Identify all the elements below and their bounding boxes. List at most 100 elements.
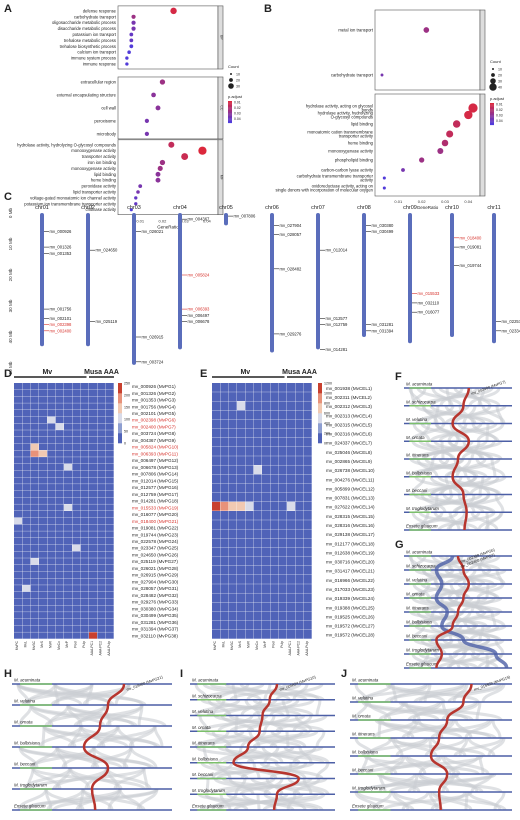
heatmap-cell xyxy=(303,401,312,411)
heatmap-cell xyxy=(72,551,81,558)
heatmap-cell xyxy=(303,575,312,584)
heatmap-cell xyxy=(14,564,23,572)
dot xyxy=(144,131,149,137)
heatmap-cell xyxy=(105,564,114,572)
header-right: Musa AAA xyxy=(282,369,317,376)
column-label: AAA-Pulp xyxy=(107,641,111,656)
heatmap-cell xyxy=(47,578,56,585)
species-label: M. troglodytarum xyxy=(406,648,439,653)
dot xyxy=(401,168,405,172)
heatmap-cell xyxy=(55,618,64,626)
legend-gradient-step xyxy=(318,411,322,414)
heatmap-cell xyxy=(278,584,287,593)
heatmap-cell xyxy=(212,520,221,529)
synteny-bg-link xyxy=(195,683,325,811)
heatmap-cell xyxy=(97,564,106,572)
heatmap-cell xyxy=(212,492,221,502)
legend-gradient-step xyxy=(318,385,322,388)
heatmap-cell xyxy=(39,443,48,451)
column-label: MvP xyxy=(65,640,69,648)
legend-count-value: 40 xyxy=(498,86,502,90)
row-label: mv_002316 (MvCEL6) xyxy=(326,432,372,437)
heatmap-cell xyxy=(228,474,237,484)
legend-gradient-step xyxy=(490,114,494,116)
heatmap-cell xyxy=(105,524,114,531)
heatmap-cell xyxy=(303,584,312,593)
heatmap-cell xyxy=(303,501,312,511)
legend-count-value: 10 xyxy=(498,68,502,72)
row-label: mv_002315 (MvCEL5) xyxy=(326,422,372,427)
legend-value: 200 xyxy=(124,393,130,397)
heatmap-cell xyxy=(270,501,279,511)
heatmap-cell xyxy=(22,504,31,511)
heatmap-cell xyxy=(30,423,39,430)
row-label: mv_016077 (MvPG20) xyxy=(132,512,179,517)
heatmap-cell xyxy=(22,409,31,417)
heatmap-cell xyxy=(278,611,287,621)
heatmap-cell xyxy=(228,447,237,456)
heatmap-cell xyxy=(22,497,31,504)
heatmap-cell xyxy=(237,483,246,493)
heatmap-cell xyxy=(14,578,23,585)
heatmap-cell xyxy=(72,564,81,572)
chromosome-bar xyxy=(40,213,44,347)
heatmap-cell xyxy=(89,571,98,579)
legend-gradient-step xyxy=(318,403,322,406)
heatmap-cell xyxy=(295,538,304,548)
species-label: M. schizocarpa xyxy=(406,399,436,404)
legend-count-value: 20 xyxy=(236,79,240,83)
heatmap-cell xyxy=(22,605,31,612)
legend-gradient-step xyxy=(318,393,322,396)
heatmap-cell xyxy=(295,629,304,639)
term-label: iron ion binding xyxy=(88,160,117,165)
legend-gradient-step xyxy=(118,437,122,440)
heatmap-cell xyxy=(89,470,98,478)
heatmap-cell xyxy=(270,565,279,575)
heatmap-cell xyxy=(22,484,31,491)
heatmap-cell xyxy=(105,409,114,417)
heatmap-cell xyxy=(47,396,56,403)
y-axis-mb-label: 10 Mb xyxy=(8,237,13,250)
heatmap-cell xyxy=(89,605,98,612)
row-label: mv_019744 (MvPG23) xyxy=(132,532,179,537)
heatmap-cell xyxy=(47,605,56,612)
panel-c-chromosome-map: 0 Mb 10 Mb 20 Mb 30 Mb 40 Mb 50 Mb chr01 mv_000… xyxy=(8,205,520,374)
species-label: M. acuminata xyxy=(352,678,379,683)
heatmap-cell xyxy=(22,571,31,579)
heatmap-cell xyxy=(262,447,271,456)
row-label: mv_030716 (MvCEL20) xyxy=(326,560,375,565)
heatmap-cell xyxy=(270,529,279,539)
row-label: mv_002313 (MvCEL4) xyxy=(326,413,372,418)
heatmap-cell xyxy=(55,430,64,437)
term-label: activity xyxy=(360,178,374,183)
heatmap-cell xyxy=(47,625,56,632)
heatmap-cell xyxy=(39,544,48,552)
term-label: immune system process xyxy=(71,56,116,61)
heatmap-cell xyxy=(39,551,48,558)
heatmap-cell xyxy=(97,524,106,531)
heatmap-cell xyxy=(287,602,296,612)
heatmap-cell xyxy=(228,611,237,621)
row-label: mv_018400 (MvPG21) xyxy=(132,519,179,524)
heatmap-cell xyxy=(212,501,221,511)
header-right: Musa AAA xyxy=(84,369,119,376)
heatmap-cell xyxy=(89,423,98,430)
heatmap-cell xyxy=(278,437,287,447)
species-label: M. acuminata xyxy=(14,678,41,683)
heatmap-cell xyxy=(64,403,73,410)
legend-gradient-step xyxy=(490,119,494,121)
heatmap-cell xyxy=(14,571,23,579)
heatmap-cell xyxy=(39,484,48,491)
heatmap-cell xyxy=(270,428,279,438)
heatmap-cell xyxy=(287,456,296,465)
heatmap-cell xyxy=(80,416,89,424)
heatmap-cell xyxy=(105,585,114,592)
heatmap-cell xyxy=(14,383,23,390)
heatmap-cell xyxy=(303,437,312,447)
heatmap-cell xyxy=(220,511,229,520)
row-label: mv_012638 (MvCEL19) xyxy=(326,550,375,555)
legend-gradient-step xyxy=(118,421,122,424)
legend-gradient-step xyxy=(318,431,322,434)
heatmap-cell xyxy=(287,501,296,511)
legend-gradient-step xyxy=(228,117,232,119)
